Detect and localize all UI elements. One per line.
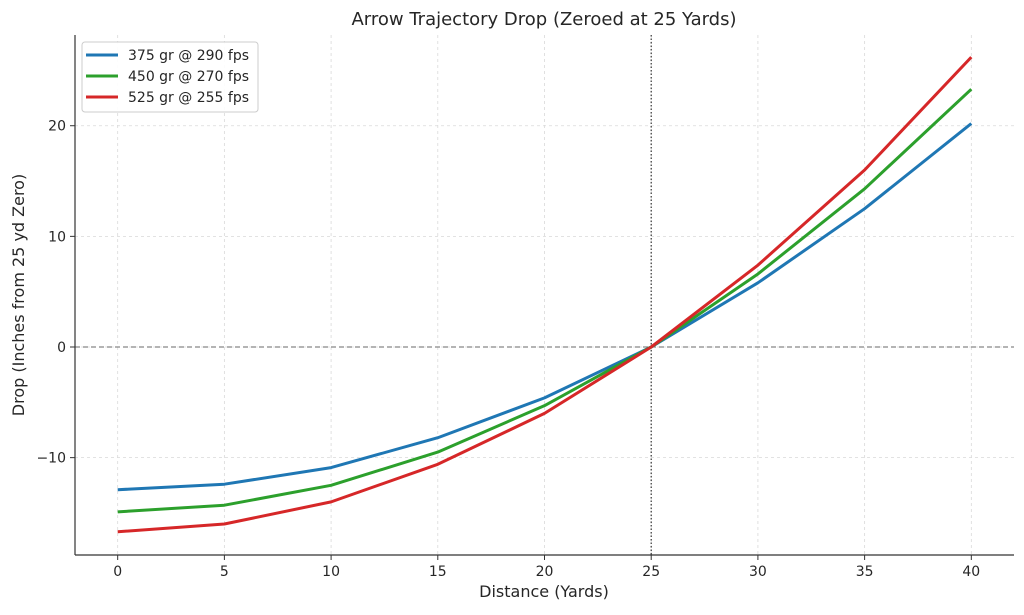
x-tick-label: 25 [642,564,660,580]
chart-title: Arrow Trajectory Drop (Zeroed at 25 Yard… [351,9,736,30]
series-line [117,56,973,534]
legend-box [81,41,259,113]
y-tick-label: −10 [36,451,66,467]
y-tick-label: 0 [57,340,66,356]
x-tick-label: 5 [220,564,229,580]
y-axis-label: Drop (Inches from 25 yd Zero) [9,174,28,416]
x-tick-label: 20 [536,564,554,580]
legend: 375 gr @ 290 fps 450 gr @ 270 fps 525 gr @… [81,41,259,113]
grid [75,35,1014,555]
x-tick-label: 35 [856,564,874,580]
legend-label: 450 gr @ 270 fps [128,69,249,85]
legend-label: 375 gr @ 290 fps [128,48,249,64]
x-axis-label: Distance (Yards) [479,582,609,601]
x-tick-label: 30 [749,564,767,580]
x-tick-label: 10 [322,564,340,580]
x-tick-label: 0 [113,564,122,580]
y-tick-label: 10 [48,229,66,245]
series-group [117,56,973,534]
legend-label: 525 gr @ 255 fps [128,90,249,106]
series-line [117,122,973,492]
y-tick-label: 20 [48,119,66,135]
x-tick-label: 15 [429,564,447,580]
series-line [117,88,973,514]
axes: 0 5 10 15 20 25 30 35 40 −10 0 10 20 [36,35,1014,580]
x-tick-label: 40 [962,564,980,580]
reference-lines [75,35,1014,555]
